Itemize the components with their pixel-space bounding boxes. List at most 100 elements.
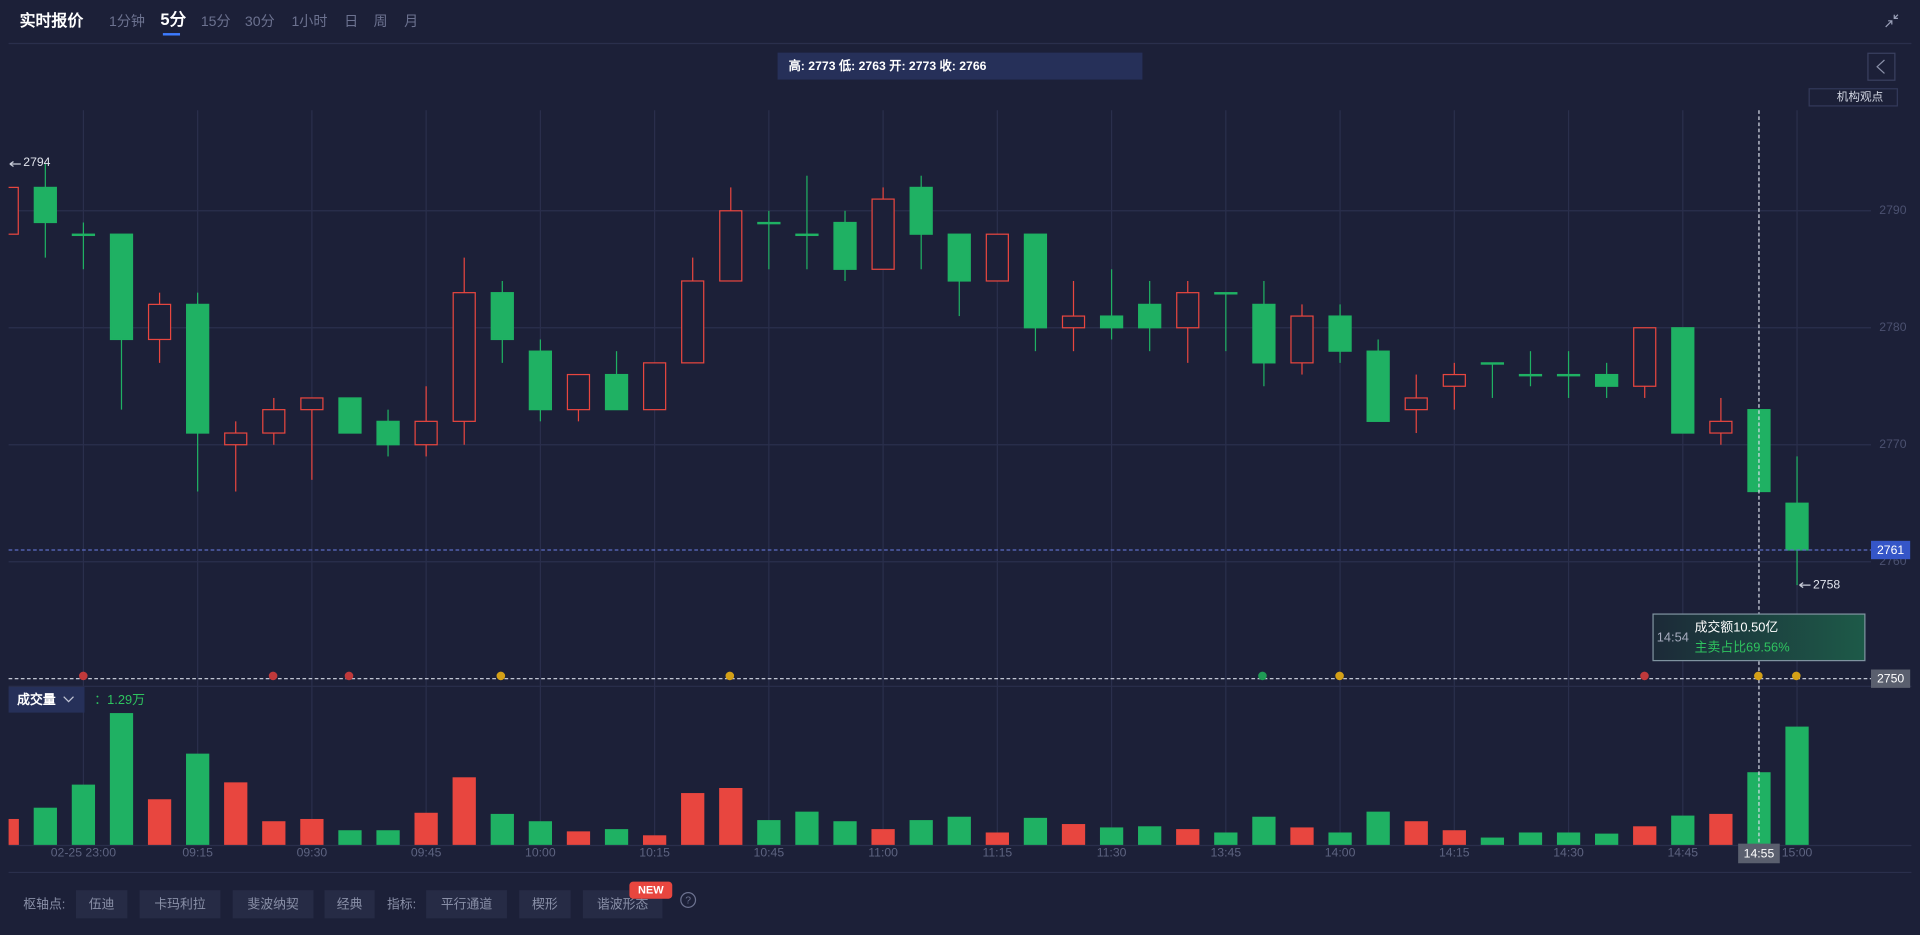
volume-bar (1785, 726, 1809, 845)
candle-body (490, 292, 514, 341)
candle-body (719, 210, 743, 282)
candle-body (947, 233, 971, 282)
x-tick-label: 09:15 (182, 846, 213, 860)
chevron-icon (1876, 59, 1885, 74)
volume-bar (1633, 826, 1657, 845)
pivot-button[interactable]: 卡玛利拉 (139, 890, 221, 919)
y-tick-label: 2790 (1879, 203, 1906, 217)
tooltip-ratio: 主卖占比69.56% (1695, 640, 1790, 655)
volume-bar (8, 818, 19, 845)
button-text: 楔形 (532, 896, 558, 911)
candle-body (1785, 502, 1809, 551)
candle-body (1214, 292, 1238, 295)
side-panel-button[interactable] (1867, 52, 1896, 81)
volume-bar (71, 784, 96, 845)
volume-bar (642, 835, 667, 845)
candle-body (1252, 303, 1276, 364)
period-tab[interactable]: 周 (373, 13, 387, 29)
candle-body (1061, 315, 1086, 329)
candle-body (909, 186, 933, 235)
candle-body (566, 373, 591, 411)
volume-bar (452, 777, 476, 845)
indicator-label: 指标: (387, 896, 416, 911)
tooltip-amount: 成交额10.50亿 (1695, 620, 1779, 635)
candle-body (1366, 350, 1390, 422)
volume-bar (757, 820, 781, 845)
volume-bar (833, 821, 857, 845)
min-arrow (1799, 582, 1811, 589)
volume-bar (1366, 811, 1390, 845)
candle-body (186, 303, 210, 434)
opinion-button[interactable] (1808, 88, 1898, 107)
period-tab[interactable]: 1分钟 (109, 13, 145, 29)
event-marker[interactable] (78, 671, 88, 681)
volume-selector[interactable] (8, 686, 85, 713)
event-marker[interactable] (1754, 671, 1763, 681)
volume-bar (224, 782, 248, 845)
candle-body (1176, 292, 1200, 329)
candle-body (1633, 327, 1657, 387)
period-tab[interactable]: 30分 (245, 13, 275, 29)
dropdown-icon (63, 696, 74, 703)
x-tick-label: 14:45 (1667, 846, 1698, 860)
event-marker[interactable] (344, 671, 354, 681)
event-marker[interactable] (1335, 671, 1344, 681)
pivot-button[interactable]: 斐波纳契 (232, 890, 314, 919)
period-tab[interactable]: 1小时 (291, 13, 327, 29)
button-text: 伍迪 (89, 896, 115, 911)
candle-body (71, 233, 96, 237)
period-tab[interactable]: 15分 (201, 13, 231, 29)
volume-bar (300, 818, 324, 845)
event-marker[interactable] (1792, 671, 1801, 681)
candle-body (33, 186, 57, 224)
candle-body (1099, 315, 1124, 329)
volume-bar (1480, 837, 1505, 845)
volume-bar (1023, 817, 1048, 845)
crosshair-y-tag (1871, 669, 1911, 688)
period-tab[interactable]: 日 (344, 13, 358, 29)
candle-body (1556, 373, 1581, 377)
volume-bar (1176, 829, 1200, 845)
volume-bar (528, 821, 553, 845)
info-text: 高: 2773 低: 2763 开: 2773 收: 2766 (789, 58, 987, 73)
pivot-button[interactable]: 经典 (324, 890, 375, 919)
volume-bar (871, 829, 895, 845)
x-tick-label: 09:30 (297, 846, 328, 860)
indicator-button[interactable]: 楔形 (519, 890, 571, 919)
period-tab-active[interactable]: 5分 (160, 10, 186, 29)
x-tick-label: 10:15 (639, 846, 670, 860)
volume-bar (490, 813, 514, 845)
candle-body (604, 373, 629, 411)
x-tick-label: 11:30 (1097, 846, 1127, 860)
candle-body (642, 362, 667, 411)
new-badge (629, 881, 673, 899)
candle-body (1671, 327, 1695, 434)
button-text: 经典 (337, 896, 363, 911)
event-marker[interactable] (725, 671, 735, 681)
button-bg (232, 890, 314, 919)
x-tick-label: 15:00 (1782, 846, 1813, 860)
volume-legend-value: ：1.29万 (94, 692, 145, 707)
crosshair-y-label: 2750 (1877, 672, 1904, 686)
event-marker[interactable] (268, 671, 278, 681)
volume-bar (719, 787, 743, 845)
pivot-label: 枢轴点: (23, 896, 65, 911)
collapse-icon[interactable] (1885, 14, 1899, 28)
help-icon[interactable] (680, 892, 697, 908)
period-tab[interactable]: 月 (404, 13, 418, 29)
pivot-button[interactable]: 伍迪 (75, 890, 128, 919)
event-marker[interactable] (1640, 671, 1649, 681)
event-marker[interactable] (1258, 671, 1267, 681)
indicator-button[interactable]: 平行通道 (426, 890, 507, 919)
volume-bar (338, 830, 362, 845)
volume-bar (147, 799, 172, 845)
x-tick-label: 14:30 (1553, 846, 1584, 860)
event-marker[interactable] (496, 671, 506, 681)
max-label: 2794 (23, 155, 50, 169)
volume-bar (186, 753, 210, 845)
button-bg (139, 890, 221, 919)
candle-body (414, 420, 438, 446)
candle-body (300, 397, 324, 411)
candle-body (1480, 362, 1505, 365)
